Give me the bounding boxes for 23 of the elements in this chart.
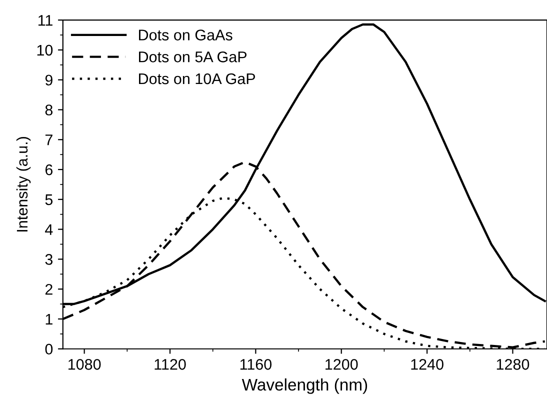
x-tick-label: 1080 <box>68 358 101 370</box>
x-tick-label: 1240 <box>411 358 444 370</box>
legend-label: Dots on 10A GaP <box>139 73 256 84</box>
y-axis-title: Intensity (a.u.) <box>16 137 31 232</box>
y-tick-label: 4 <box>45 224 53 235</box>
y-tick-label: 5 <box>45 194 53 206</box>
x-tick-label: 1200 <box>326 358 358 370</box>
y-tick-label: 1 <box>46 314 52 325</box>
y-tick-label: 0 <box>45 344 53 355</box>
y-tick-label: 6 <box>45 164 53 176</box>
y-tick-label: 2 <box>45 284 52 295</box>
x-tick-label: 1280 <box>496 358 530 370</box>
y-tick-label: 7 <box>45 134 52 146</box>
y-tick-label: 8 <box>45 104 53 116</box>
y-tick-label: 3 <box>45 254 53 265</box>
legend-label: Dots on GaAs <box>139 30 232 40</box>
y-tick-label: 10 <box>37 44 53 56</box>
y-tick-label: 11 <box>38 15 52 26</box>
y-tick-label: 9 <box>45 74 52 86</box>
x-tick-label: 1120 <box>154 358 186 370</box>
legend-label: Dots on 5A GaP <box>139 52 247 62</box>
x-axis-title: Wavelength (nm) <box>242 378 368 394</box>
x-tick-label: 1160 <box>240 358 272 370</box>
